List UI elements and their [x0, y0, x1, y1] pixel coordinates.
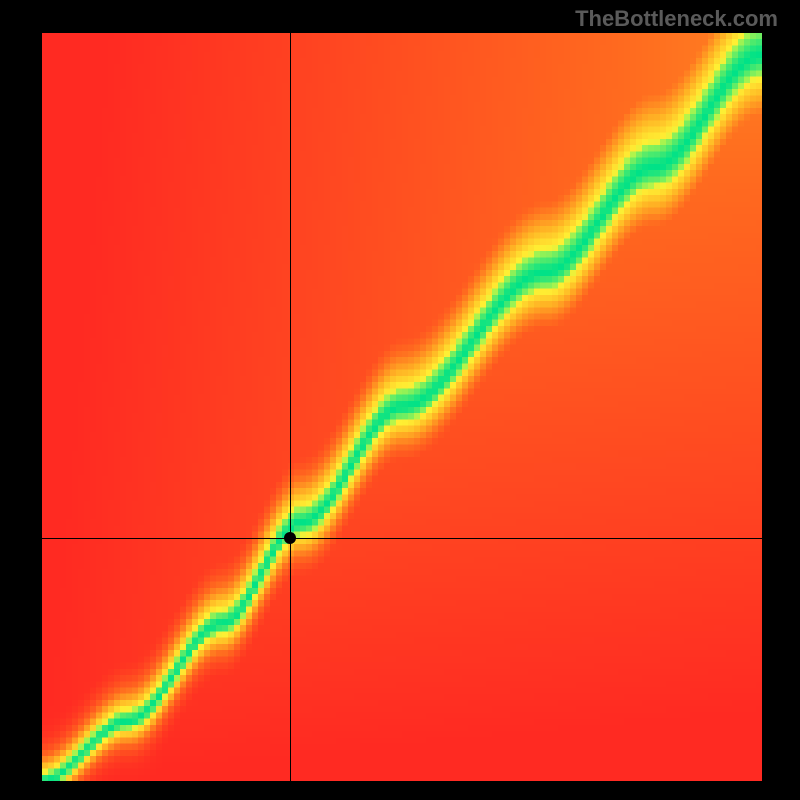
crosshair-vertical — [290, 33, 291, 781]
crosshair-horizontal — [42, 538, 762, 539]
crosshair-marker — [284, 532, 296, 544]
heatmap-canvas — [42, 33, 762, 781]
watermark-text: TheBottleneck.com — [575, 6, 778, 32]
heatmap-plot — [42, 33, 762, 781]
